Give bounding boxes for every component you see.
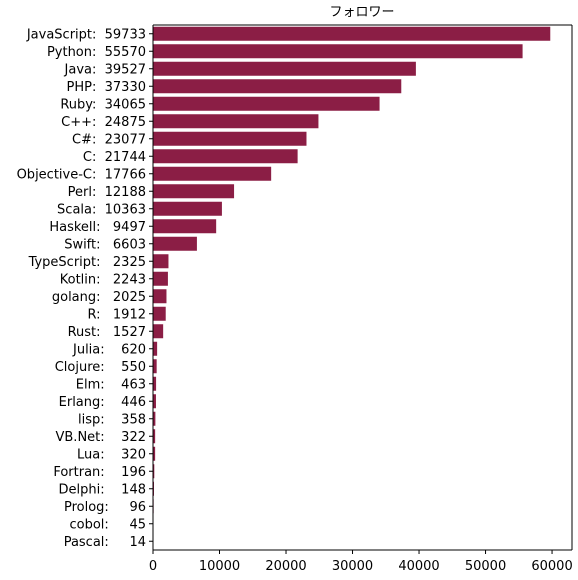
bar — [153, 184, 234, 198]
y-tick-label: Haskell: 9497 — [49, 220, 146, 235]
bar — [153, 149, 298, 163]
x-axis: 0 10000 20000 30000 40000 50000 60000 — [149, 550, 573, 574]
y-tick-label: Clojure: 550 — [55, 360, 146, 375]
y-tick-label: Rust: 1527 — [68, 325, 146, 340]
y-tick-label: VB.Net: 322 — [56, 430, 147, 445]
bar — [153, 62, 416, 76]
y-tick-label: Fortran: 196 — [53, 465, 146, 480]
y-tick-label: golang: 2025 — [52, 290, 146, 305]
bar — [153, 79, 401, 93]
bar — [153, 307, 166, 321]
y-tick-label: Ruby: 34065 — [60, 97, 146, 112]
y-tick-label: Python: 55570 — [47, 45, 146, 60]
bar — [153, 289, 166, 303]
y-tick-label: Pascal: 14 — [64, 535, 146, 550]
bar — [153, 97, 380, 111]
y-tick-label: Scala: 10363 — [57, 202, 146, 217]
x-tick-label: 10000 — [199, 559, 240, 574]
x-tick-label: 60000 — [531, 559, 572, 574]
y-tick-label: Perl: 12188 — [68, 185, 146, 200]
y-tick-label: Lua: 320 — [77, 447, 146, 462]
y-tick-label: Objective-C: 17766 — [17, 167, 146, 182]
y-tick-label: Prolog: 96 — [64, 500, 146, 515]
bar — [153, 132, 306, 146]
x-tick-label: 30000 — [332, 559, 373, 574]
y-tick-label: PHP: 37330 — [67, 80, 146, 95]
y-tick-label: TypeScript: 2325 — [28, 255, 146, 270]
bar — [153, 27, 550, 41]
x-tick-label: 20000 — [265, 559, 306, 574]
y-tick-label: Erlang: 446 — [59, 395, 146, 410]
bar — [153, 237, 197, 251]
bar — [153, 167, 271, 181]
bar — [153, 44, 523, 58]
bar — [153, 359, 157, 373]
bars-group — [153, 27, 550, 549]
y-tick-label: C++: 24875 — [61, 115, 146, 130]
y-tick-label: Julia: 620 — [72, 342, 146, 357]
bar — [153, 202, 222, 216]
y-tick-label: lisp: 358 — [78, 412, 146, 427]
bar — [153, 324, 163, 338]
bar — [153, 254, 168, 268]
bar — [153, 114, 318, 128]
y-tick-label: C: 21744 — [83, 150, 146, 165]
x-tick-label: 50000 — [465, 559, 506, 574]
y-tick-label: Java: 39527 — [64, 62, 146, 77]
x-tick-label: 0 — [149, 559, 157, 574]
y-tick-label: C#: 23077 — [72, 132, 146, 147]
y-tick-label: Kotlin: 2243 — [60, 272, 146, 287]
y-axis-labels: JavaScript: 59733 Python: 55570 Java: 3952… — [17, 27, 153, 550]
y-tick-label: Elm: 463 — [76, 377, 146, 392]
y-tick-label: cobol: 45 — [69, 517, 146, 532]
chart-title: フォロワー — [329, 5, 394, 20]
x-tick-label: 40000 — [398, 559, 439, 574]
bar — [153, 219, 216, 233]
y-tick-label: Delphi: 148 — [59, 482, 146, 497]
y-tick-label: R: 1912 — [88, 307, 147, 322]
y-tick-label: Swift: 6603 — [64, 237, 146, 252]
y-tick-label: JavaScript: 59733 — [26, 27, 146, 42]
bar — [153, 342, 157, 356]
bar — [153, 272, 168, 286]
